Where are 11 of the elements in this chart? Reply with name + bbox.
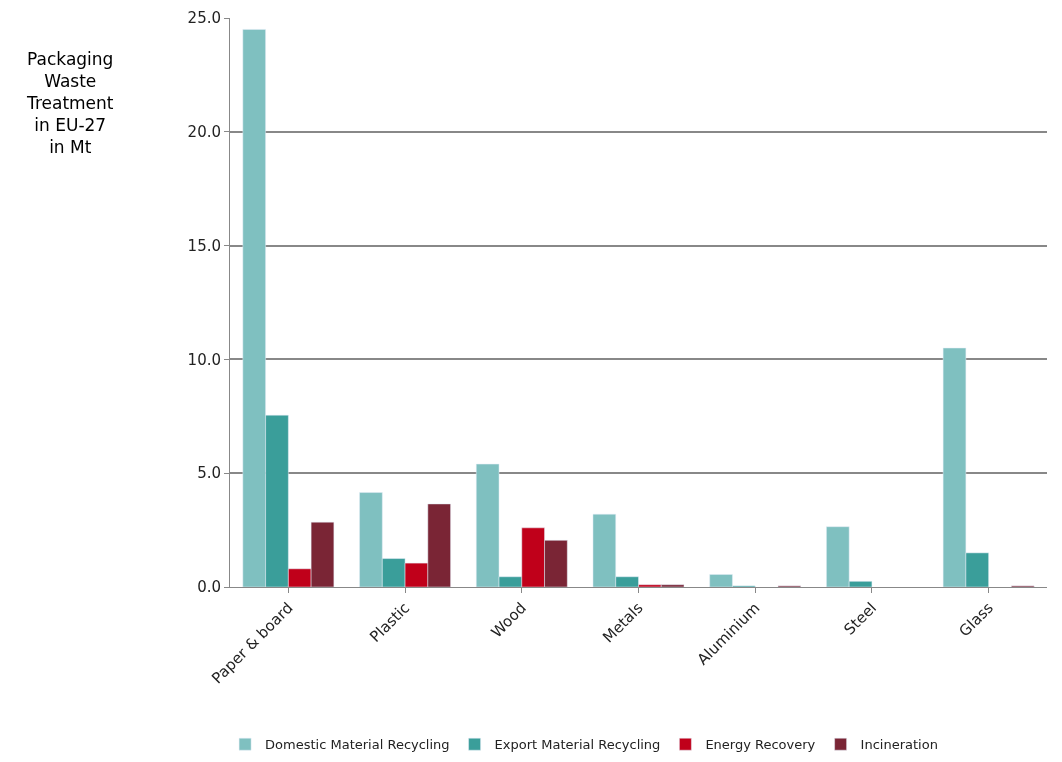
legend-label: Incineration xyxy=(860,737,938,753)
legend-label: Energy Recovery xyxy=(705,737,816,753)
y-axis-title: Packaging Waste Treatment in EU-27 in Mt xyxy=(26,49,114,158)
legend-label: Export Material Recycling xyxy=(494,737,661,753)
y-tick-label: 15.0 xyxy=(187,236,221,255)
y-tick-label: 10.0 xyxy=(187,350,221,369)
y-tick-label: 0.0 xyxy=(197,578,221,597)
y-tick-label: 20.0 xyxy=(187,123,221,142)
y-tick-label: 5.0 xyxy=(197,464,221,483)
legend-label: Domestic Material Recycling xyxy=(265,737,450,753)
y-tick-label: 25.0 xyxy=(187,9,221,28)
